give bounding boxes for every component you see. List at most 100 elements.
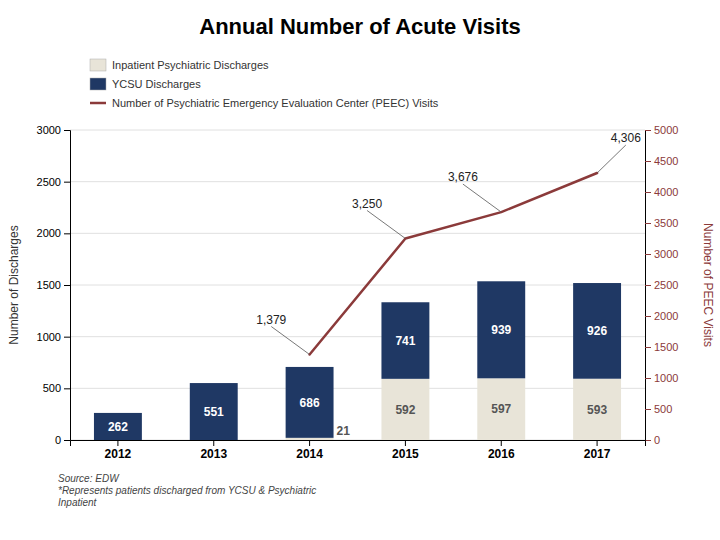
leader-line (367, 211, 405, 239)
grid-line (70, 181, 645, 182)
legend-swatch (90, 78, 106, 90)
x-axis-line (71, 441, 646, 447)
y2-tick-label: 4500 (654, 155, 678, 167)
x-tick-mark (501, 440, 502, 446)
y2-tick-label: 2000 (654, 310, 678, 322)
y-tick: 1000 (37, 331, 70, 343)
y2-tick-label: 5000 (654, 124, 678, 136)
y-tick-mark (64, 285, 70, 286)
y-tick: 2000 (37, 227, 70, 239)
y2-tick: 2500 (645, 279, 678, 291)
chart: Annual Number of Acute Visits Inpatient P… (0, 0, 720, 540)
data-label: 686 (300, 396, 320, 410)
y2-tick-mark (645, 192, 651, 193)
grid-line (70, 285, 645, 286)
legend: Inpatient Psychiatric Discharges YCSU Dis… (90, 59, 439, 109)
bar (286, 367, 334, 438)
y2-tick-mark (645, 378, 651, 379)
grid-line (70, 336, 645, 337)
y-tick-label: 500 (43, 382, 61, 394)
y2-tick-mark (645, 316, 651, 317)
data-label: 1,379 (256, 313, 286, 327)
bar (286, 438, 334, 440)
y-tick-mark (64, 233, 70, 234)
bar (477, 378, 525, 440)
data-label: 3,250 (352, 197, 382, 211)
y2-tick-mark (645, 130, 651, 131)
bar (381, 379, 429, 440)
title: Annual Number of Acute Visits (199, 14, 521, 39)
bar (381, 302, 429, 379)
x-tick: 2014 (296, 440, 323, 461)
y2-tick: 4500 (645, 155, 678, 167)
legend-label: Inpatient Psychiatric Discharges (112, 59, 269, 71)
legend-label: Number of Psychiatric Emergency Evaluati… (112, 97, 439, 109)
y2-tick-label: 1000 (654, 372, 678, 384)
x-tick-label: 2014 (296, 447, 323, 461)
y2-tick: 1500 (645, 341, 678, 353)
marks (94, 173, 621, 440)
x-tick: 2015 (392, 440, 419, 461)
data-labels: 215925975932625516867419399261,3793,2503… (108, 131, 641, 438)
y-tick-mark (64, 182, 70, 183)
grid-line (70, 130, 645, 131)
grid (70, 130, 645, 440)
y-tick-mark (64, 388, 70, 389)
data-label: 592 (395, 403, 415, 417)
data-label: 593 (587, 403, 607, 417)
x-tick-label: 2015 (392, 447, 419, 461)
x-tick-label: 2016 (488, 447, 515, 461)
bar (477, 281, 525, 378)
bar (573, 283, 621, 379)
y-axis-line (64, 131, 71, 441)
x-tick-label: 2012 (105, 447, 132, 461)
y-axis-title: Number of Discharges (7, 225, 21, 344)
legend-item: Inpatient Psychiatric Discharges (90, 59, 269, 71)
y2-tick: 3500 (645, 217, 678, 229)
plot: 0500100015002000250030000500100015002000… (37, 124, 679, 461)
data-label: 262 (108, 420, 128, 434)
y2-tick-label: 4000 (654, 186, 678, 198)
x-tick-label: 2017 (584, 447, 611, 461)
leader-line (271, 327, 309, 355)
y2-tick-mark (645, 223, 651, 224)
legend-swatch (90, 59, 106, 71)
x-tick: 2012 (105, 440, 132, 461)
y-tick-label: 1000 (37, 331, 61, 343)
y-tick-label: 2500 (37, 176, 61, 188)
leader-line (597, 145, 626, 173)
y-tick-mark (64, 440, 70, 441)
y2-tick-mark (645, 161, 651, 162)
annotation-line: Inpatient (58, 497, 98, 508)
data-label: 551 (204, 405, 224, 419)
legend-swatch (90, 102, 106, 105)
annotation-line: Source: EDW (58, 473, 120, 484)
data-label: 21 (337, 424, 351, 438)
y2-tick: 3000 (645, 248, 678, 260)
y2-tick-mark (645, 254, 651, 255)
y2-tick-label: 1500 (654, 341, 678, 353)
x-tick-mark (405, 440, 406, 446)
bar (573, 379, 621, 440)
legend-label: YCSU Discharges (112, 78, 201, 90)
y-axis: 050010001500200025003000 (37, 124, 71, 446)
y2-tick-mark (645, 409, 651, 410)
line (310, 173, 598, 354)
y2-tick-mark (645, 347, 651, 348)
legend-item: YCSU Discharges (90, 78, 201, 90)
y2-axis-title: Number of PEEC Visits (701, 223, 715, 347)
y2-tick: 5000 (645, 124, 678, 136)
y2-tick-label: 3500 (654, 217, 678, 229)
y2-tick: 2000 (645, 310, 678, 322)
data-label: 597 (491, 402, 511, 416)
y-tick: 2500 (37, 176, 70, 188)
x-tick-mark (309, 440, 310, 446)
y2-tick: 4000 (645, 186, 678, 198)
data-label: 741 (395, 334, 415, 348)
x-tick-label: 2013 (200, 447, 227, 461)
x-tick: 2016 (488, 440, 515, 461)
y2-axis: 0500100015002000250030003500400045005000 (645, 124, 678, 446)
grid-line (70, 388, 645, 389)
data-label: 926 (587, 324, 607, 338)
y2-tick: 1000 (645, 372, 678, 384)
